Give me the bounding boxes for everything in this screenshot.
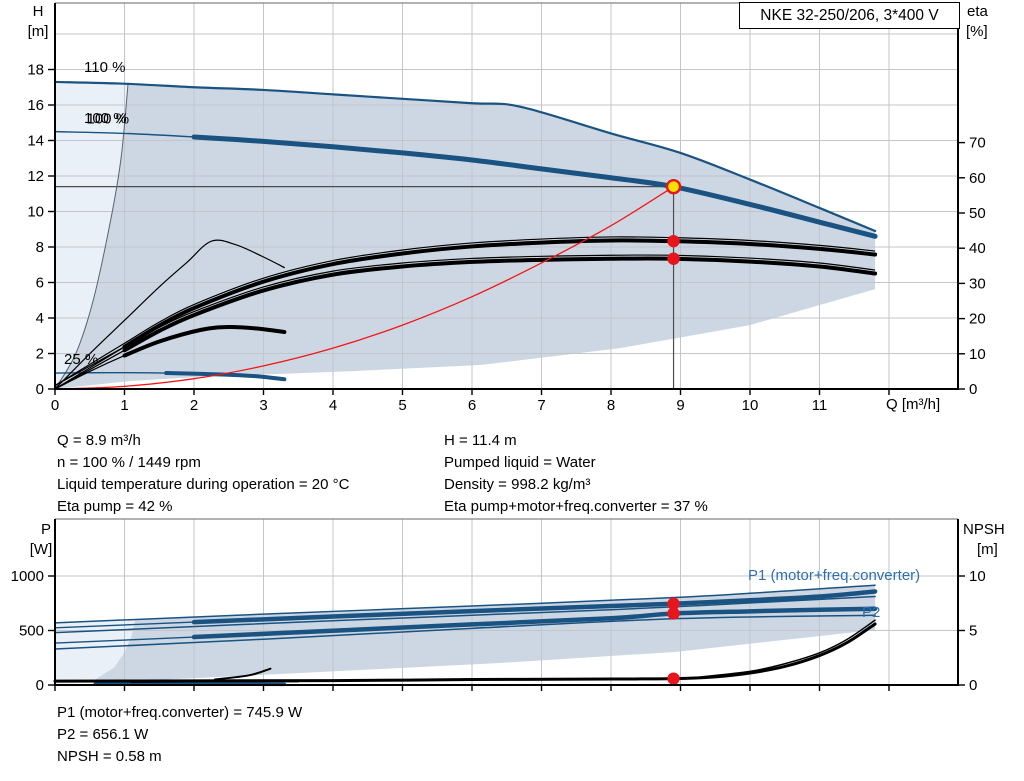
- x-tick-label: 8: [607, 397, 615, 414]
- x-tick-label: 1: [120, 397, 128, 414]
- eta-pump-curve-companion: [54, 236, 876, 387]
- y2-tick-label: 30: [969, 275, 986, 292]
- speed-label-25: 25 %: [64, 351, 99, 368]
- npsh-axis-unit: [m]: [977, 541, 998, 558]
- eta-25pct-arc-thick: [122, 325, 287, 358]
- info-q: Q = 8.9 m³/h: [57, 432, 141, 449]
- eta-pump-operating-point: [667, 234, 680, 248]
- p-axis-unit: [W]: [29, 541, 53, 558]
- info-eta-total: Eta pump+motor+freq.converter = 37 %: [444, 498, 708, 515]
- power-low-flow-band: [55, 619, 135, 685]
- power-band: [93, 585, 876, 681]
- p1-operating-point: [667, 597, 680, 610]
- npsh-axis-title: NPSH: [963, 521, 1005, 538]
- x-tick-label: 4: [329, 397, 337, 414]
- npsh-25pct-hook: [213, 667, 272, 681]
- eta-axis-title: eta: [967, 3, 988, 20]
- h-axis-unit: [m]: [27, 23, 49, 40]
- npsh-curve: [53, 622, 877, 683]
- p2-curve-label: P2: [862, 604, 881, 621]
- info-liquid: Pumped liquid = Water: [444, 454, 596, 471]
- q-axis-title: Q [m³/h]: [886, 396, 941, 413]
- y-tick-label: 500: [19, 623, 44, 640]
- p1-max-speed-line: [54, 584, 876, 624]
- eta-total-curve-companion: [54, 254, 876, 387]
- info-temp: Liquid temperature during operation = 20…: [57, 476, 350, 493]
- duty-info-left: Q = 8.9 m³/h n = 100 % / 1449 rpm Liquid…: [57, 430, 349, 518]
- duty-info-right: H = 11.4 m Pumped liquid = Water Density…: [444, 430, 708, 518]
- h-axis-title: H: [32, 3, 44, 20]
- info-p2: P2 = 656.1 W: [57, 726, 149, 743]
- npsh-operating-point: [667, 672, 680, 685]
- curve-100pct-thick: [191, 134, 878, 239]
- y-tick-label: 2: [36, 346, 44, 363]
- speed-label-100: 100 %: [84, 110, 127, 127]
- y2-tick-label: 10: [969, 568, 986, 585]
- eta-total-operating-point: [667, 252, 680, 265]
- power-npsh-chart: 0 500 1000 0 5 10: [11, 518, 986, 694]
- qh-chart: 0 1 2 3 4 5 6 7 8 9 10 1102468101214161801020304050…: [27, 2, 986, 414]
- y2-tick-label: 5: [969, 623, 977, 640]
- p2-min-speed-line: [54, 614, 876, 650]
- y2-tick-label: 50: [969, 205, 986, 222]
- info-npsh: NPSH = 0.58 m: [57, 748, 162, 765]
- info-density: Density = 998.2 kg/m³: [444, 476, 591, 493]
- x-tick-label: 5: [398, 397, 406, 414]
- y2-tick-label: 70: [969, 135, 986, 152]
- x-tick-label: 7: [537, 397, 545, 414]
- y2-tick-label: 0: [969, 677, 977, 694]
- low-flow-band: [55, 81, 128, 390]
- y2-tick-label: 40: [969, 240, 986, 257]
- info-h: H = 11.4 m: [444, 432, 517, 449]
- min-flow-boundary: [54, 84, 129, 390]
- eta-total-curve-thick: [122, 256, 878, 353]
- y-tick-label: 18: [27, 62, 44, 79]
- affinity-curve: [54, 186, 675, 390]
- y-tick-label: 12: [27, 168, 44, 185]
- allowed-operating-band: [55, 84, 876, 390]
- y-tick-label: 8: [36, 239, 44, 256]
- p-mid-line: [54, 595, 876, 634]
- y-tick-label: 0: [36, 381, 44, 398]
- y-tick-label: 4: [36, 310, 44, 327]
- y-tick-label: 6: [36, 275, 44, 292]
- y2-tick-label: 60: [969, 170, 986, 187]
- info-p1: P1 (motor+freq.converter) = 745.9 W: [57, 704, 303, 721]
- p1-curve-label: P1 (motor+freq.converter): [748, 567, 921, 584]
- pump-type-box: NKE 32-250/206, 3*400 V: [739, 2, 960, 29]
- eta-pump-curve-thick: [122, 238, 878, 349]
- y2-tick-label: 10: [969, 346, 986, 363]
- eta-reduced-speed-arc: [54, 239, 285, 390]
- speed-label-110: 110 %: [84, 59, 126, 76]
- p-axis-title: P: [40, 521, 51, 538]
- y-tick-label: 10: [27, 204, 44, 221]
- y-tick-label: 1000: [11, 568, 44, 585]
- info-n: n = 100 % / 1449 rpm: [57, 454, 201, 471]
- info-eta-pump: Eta pump = 42 %: [57, 498, 173, 515]
- x-tick-label: 11: [812, 397, 828, 414]
- p2-operating-point: [667, 607, 680, 620]
- duty-point[interactable]: [665, 178, 682, 195]
- x-tick-label: 3: [259, 397, 267, 414]
- eta-axis-unit: [%]: [966, 23, 988, 40]
- npsh-curve-double: [700, 619, 876, 678]
- curve-25pct-thick: [164, 371, 287, 382]
- x-tick-label: 9: [676, 397, 684, 414]
- y-tick-label: 14: [27, 133, 44, 150]
- x-tick-label: 6: [468, 397, 476, 414]
- y2-tick-label: 0: [969, 381, 977, 398]
- power-info: P1 (motor+freq.converter) = 745.9 W P2 =…: [57, 702, 302, 768]
- x-tick-label: 2: [190, 397, 198, 414]
- y2-tick-label: 20: [969, 311, 986, 328]
- p1-curve-thick: [191, 589, 878, 625]
- x-tick-label: 10: [742, 397, 759, 414]
- y-tick-label: 16: [27, 97, 44, 114]
- p2-curve-thick: [191, 606, 878, 640]
- x-tick-label: 0: [51, 397, 59, 414]
- y-tick-label: 0: [36, 677, 44, 694]
- curve-110pct: [53, 80, 877, 233]
